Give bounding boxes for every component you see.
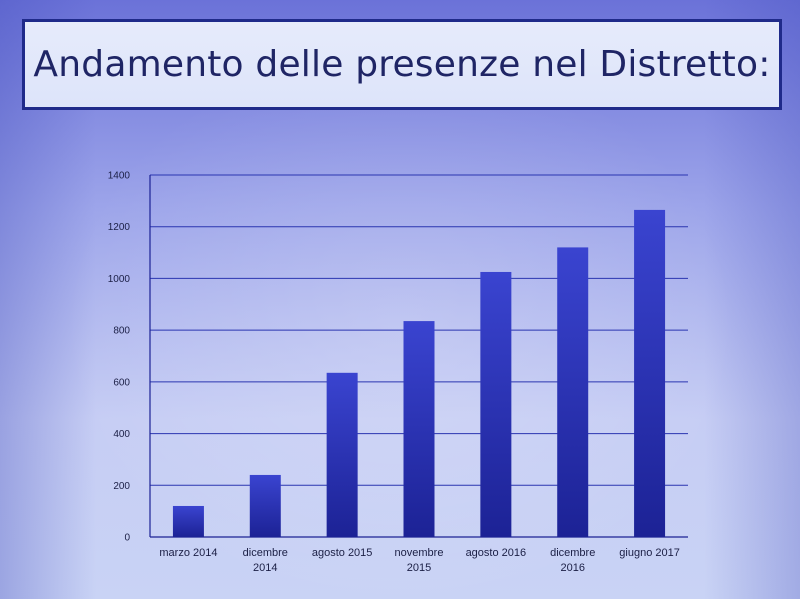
bar-5 xyxy=(557,247,589,537)
x-category-label: dicembre xyxy=(243,547,288,559)
x-category-label: agosto 2016 xyxy=(466,547,527,559)
x-category-label: giugno 2017 xyxy=(619,547,680,559)
bar-6 xyxy=(634,209,666,537)
x-category-label: 2015 xyxy=(407,562,431,574)
x-category-label: marzo 2014 xyxy=(159,547,217,559)
title-box: Andamento delle presenze nel Distretto: xyxy=(22,19,782,110)
y-tick-label: 600 xyxy=(113,377,130,388)
y-tick-label: 800 xyxy=(113,326,130,337)
bar-3 xyxy=(403,321,435,537)
x-category-label: novembre xyxy=(395,547,444,559)
y-tick-label: 1200 xyxy=(108,222,131,233)
y-tick-label: 200 xyxy=(113,481,130,492)
x-category-labels: marzo 2014 dicembre 2014 agosto 2015 novembr… xyxy=(159,547,679,574)
x-category-label: 2016 xyxy=(560,562,584,574)
y-tick-label: 1000 xyxy=(108,274,131,285)
slide-title: Andamento delle presenze nel Distretto: xyxy=(33,44,771,85)
y-tick-label: 400 xyxy=(113,429,130,440)
y-tick-label: 0 xyxy=(124,533,130,544)
x-category-label: 2014 xyxy=(253,562,277,574)
bar-0 xyxy=(172,505,204,537)
bars xyxy=(172,209,666,537)
y-tick-label: 1400 xyxy=(108,171,131,182)
y-tick-labels: 0 200 400 600 800 1000 1200 1400 xyxy=(108,171,131,544)
bar-1 xyxy=(249,474,281,537)
bar-4 xyxy=(480,271,512,537)
bar-2 xyxy=(326,372,358,537)
x-category-label: agosto 2015 xyxy=(312,547,373,559)
x-category-label: dicembre xyxy=(550,547,595,559)
